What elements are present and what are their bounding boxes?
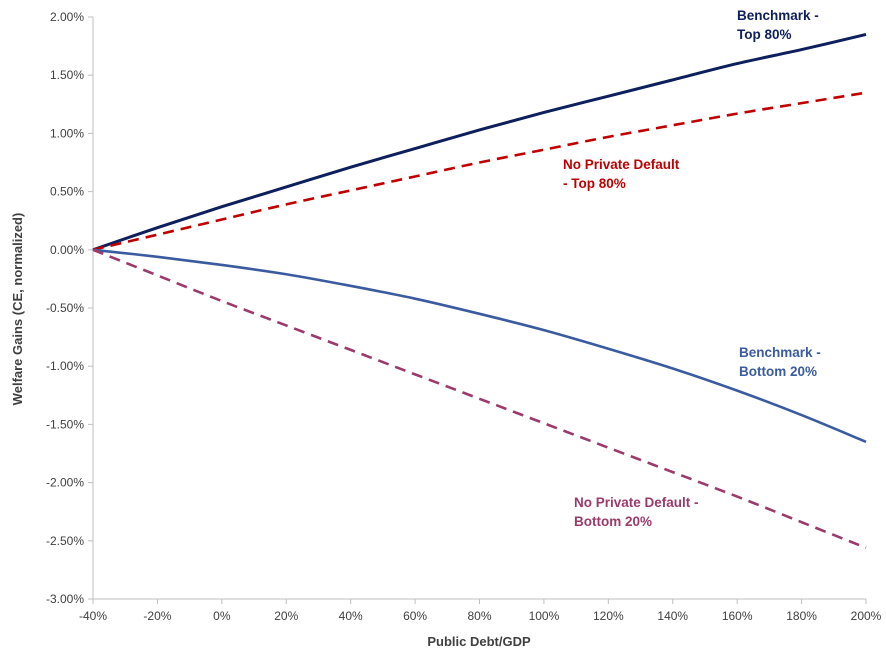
y-tick-label: -2.50% [46, 534, 84, 548]
x-tick-label: 160% [722, 609, 753, 623]
x-tick-label: 0% [213, 609, 231, 623]
benchmark-top80-line [92, 32, 867, 252]
benchmark-top80-label: Benchmark -Top 80% [737, 8, 819, 42]
x-tick-label: 120% [593, 609, 624, 623]
x-tick-label: 100% [529, 609, 560, 623]
y-tick-label: 0.00% [50, 243, 84, 257]
x-tick-label: 80% [467, 609, 491, 623]
y-tick-label: -1.00% [46, 359, 84, 373]
x-tick-label: -40% [79, 609, 107, 623]
no-private-default-bottom20-label: No Private Default -Bottom 20% [574, 495, 699, 529]
y-axis: 2.00% 1.50% 1.00% 0.50% 0.00% -0.50% -1.00% -1.… [46, 10, 94, 606]
x-tick-label: -20% [143, 609, 171, 623]
y-tick-label: -3.00% [46, 592, 84, 606]
no-private-default-top80-line [92, 91, 867, 252]
x-axis-title: Public Debt/GDP [427, 634, 531, 649]
no-private-default-bottom20-line [92, 248, 867, 549]
x-tick-label: 200% [851, 609, 882, 623]
x-tick-label: 20% [274, 609, 298, 623]
benchmark-bottom20-label: Benchmark -Bottom 20% [739, 345, 821, 379]
no-private-default-top80-label: No Private Default - Top 80% [563, 157, 680, 191]
x-axis: -40% -20% 0% 20% 40% 60% 80% 100% 120% 140% 160% 18… [79, 598, 882, 623]
x-tick-label: 180% [786, 609, 817, 623]
x-tick-label: 140% [657, 609, 688, 623]
y-tick-label: 1.50% [50, 68, 84, 82]
y-tick-label: 2.00% [50, 10, 84, 24]
y-tick-label: -0.50% [46, 301, 84, 315]
y-tick-label: -2.00% [46, 476, 84, 490]
y-axis-title: Welfare Gains (CE, normalized) [10, 213, 25, 406]
x-tick-label: 60% [403, 609, 427, 623]
y-tick-label: -1.50% [46, 417, 84, 431]
series-lines [92, 32, 867, 549]
x-tick-label: 40% [339, 609, 363, 623]
series-labels: Benchmark -Top 80% No Private Default - To… [563, 8, 821, 529]
benchmark-bottom20-line [92, 248, 867, 444]
y-tick-label: 0.50% [50, 185, 84, 199]
y-tick-label: 1.00% [50, 126, 84, 140]
